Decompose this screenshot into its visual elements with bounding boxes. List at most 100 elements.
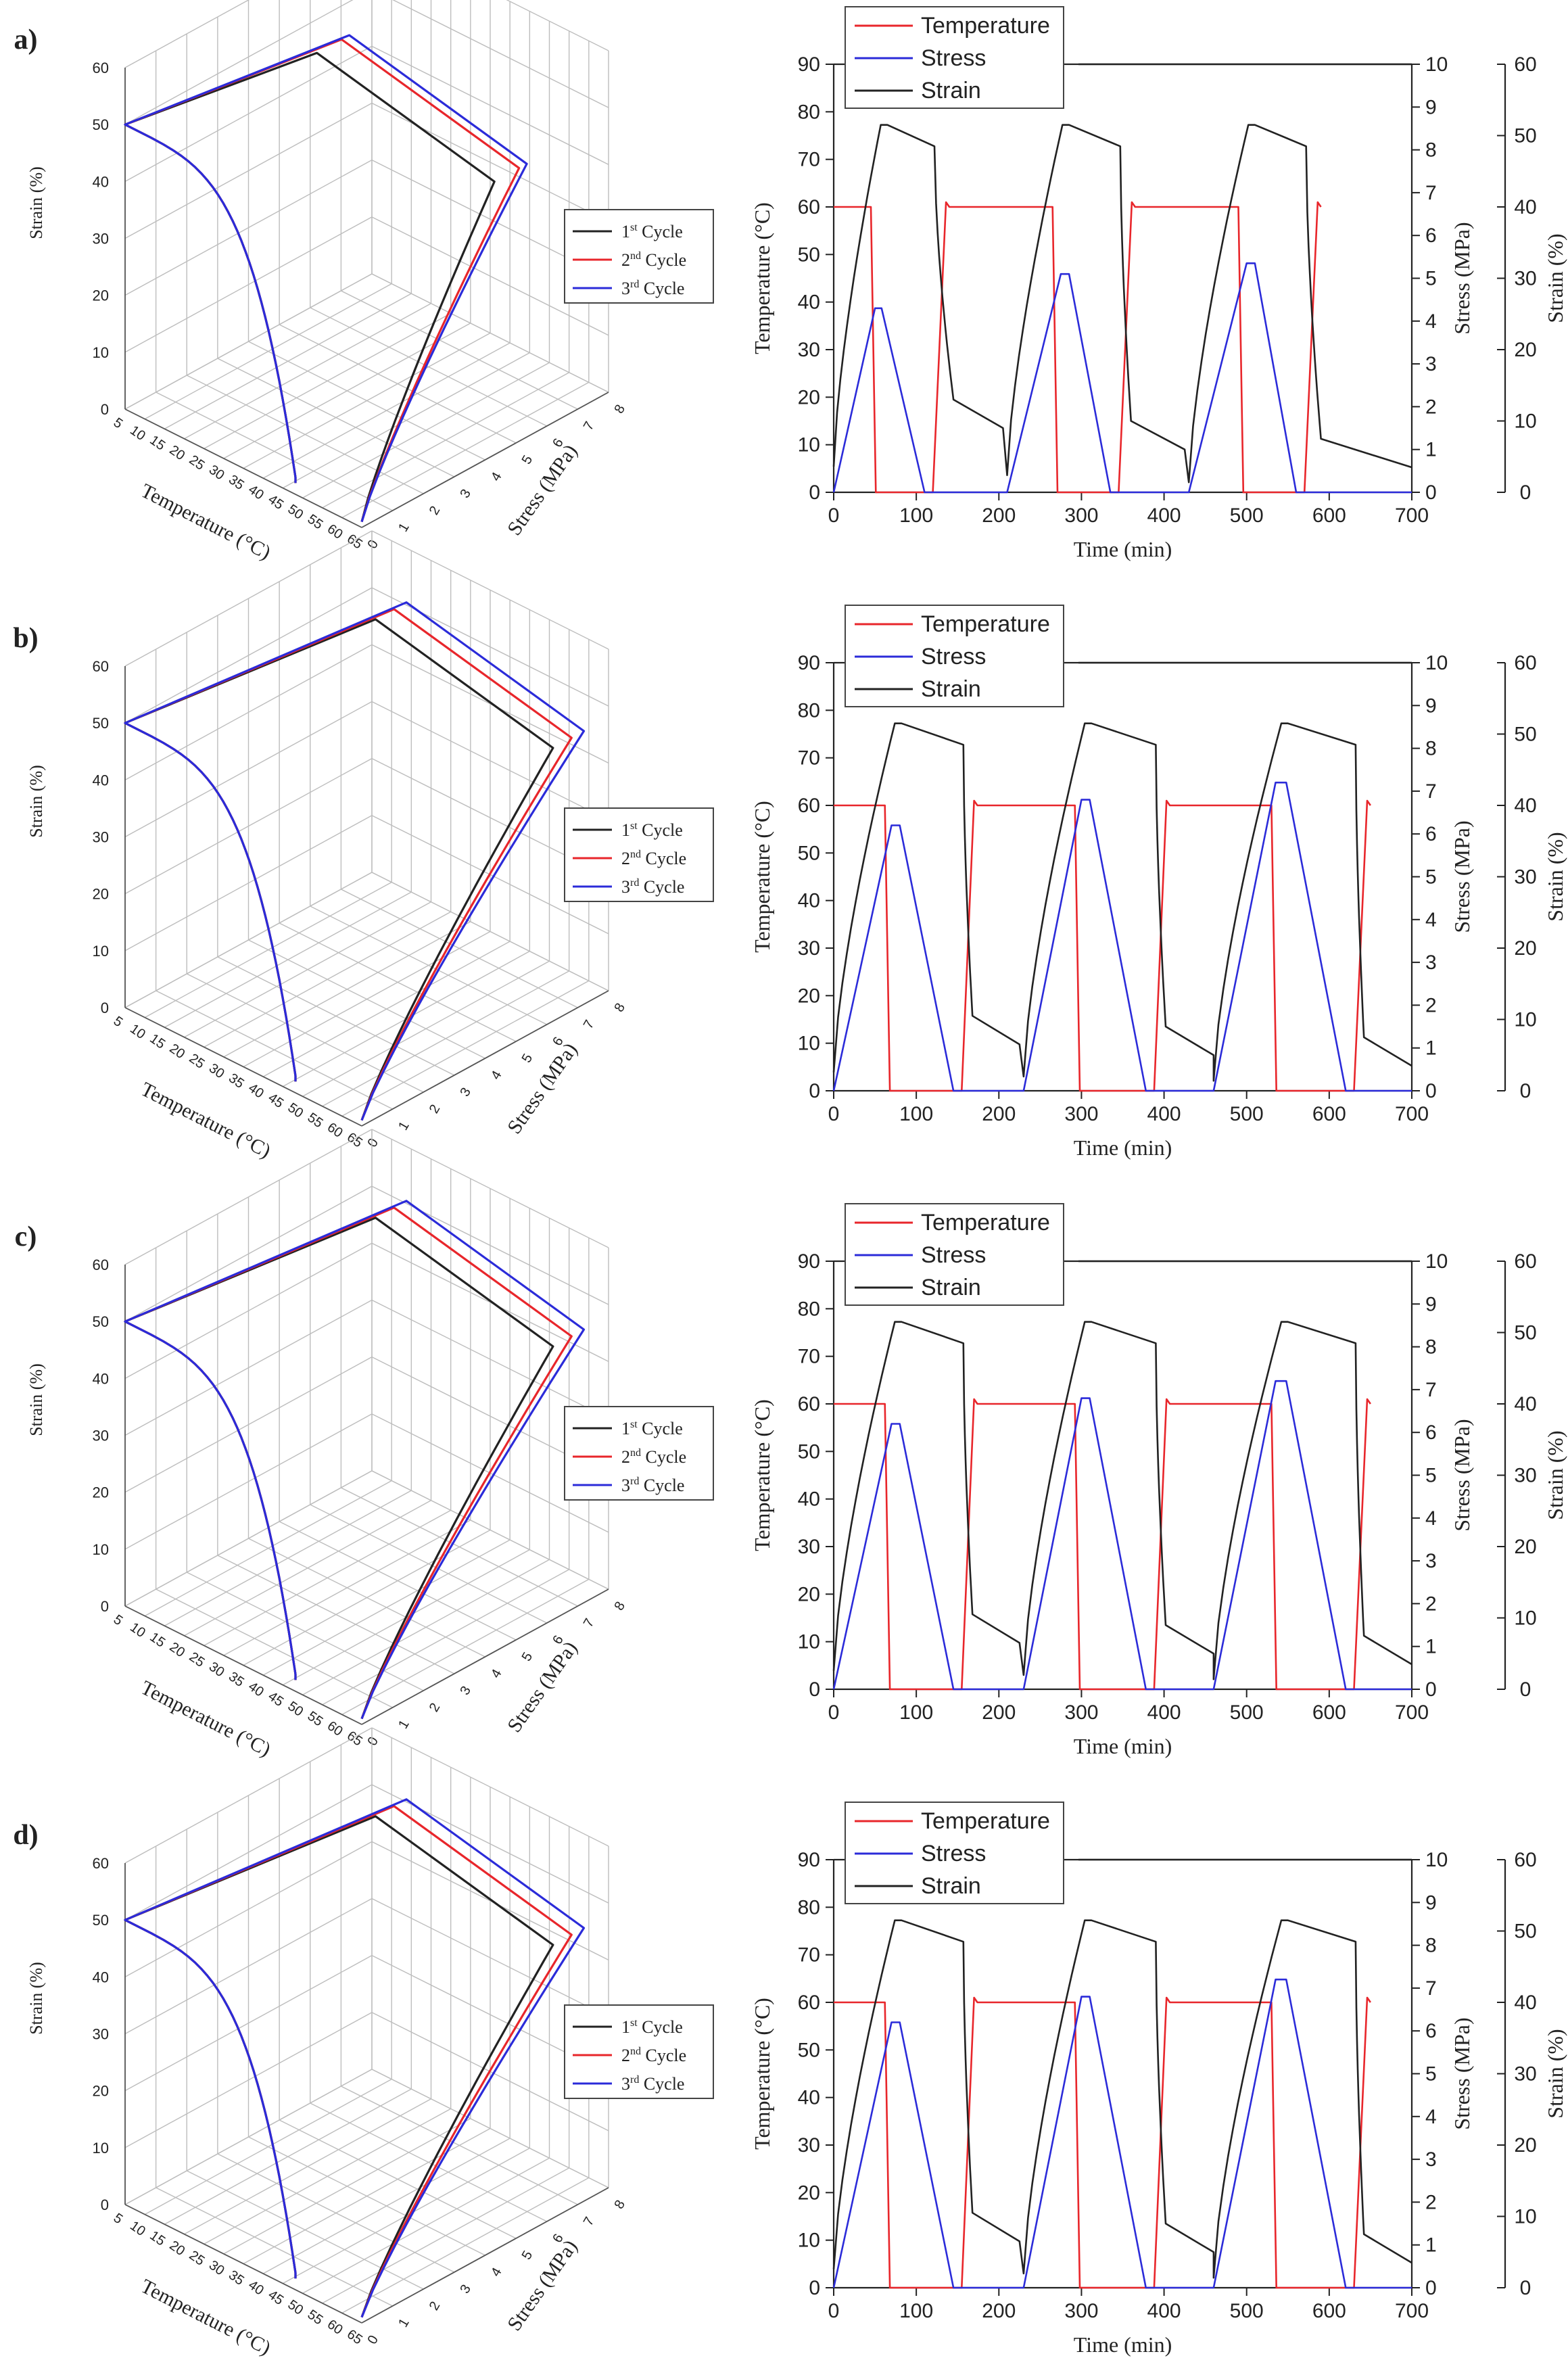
- temperature-tick-label: 90: [798, 53, 820, 76]
- panel-label: c): [15, 1221, 37, 1252]
- temperature-tick-label: 5: [111, 415, 126, 431]
- time-tick-label: 400: [1147, 2300, 1181, 2322]
- time-tick-label: 0: [828, 1701, 840, 1724]
- strain-tick-label: 30: [1514, 1465, 1536, 1487]
- wall-grid-line: [506, 0, 609, 51]
- stress-axis-line: [361, 2187, 609, 2324]
- stress-tick-label: 0: [364, 538, 381, 552]
- wall-grid-line: [371, 1470, 609, 1590]
- temperature-tick-label: 90: [798, 1250, 820, 1273]
- temperature-tick-label: 55: [305, 2307, 326, 2328]
- strain-tick-label: 10: [1514, 1009, 1536, 1031]
- time-tick-label: 100: [899, 2300, 933, 2322]
- stress-axis-label: Stress (MPa): [503, 440, 581, 540]
- stress-tick-label: 2: [1425, 994, 1437, 1016]
- time-tick-label: 600: [1312, 1701, 1346, 1724]
- temperature-tick-label: 20: [798, 985, 820, 1007]
- z-tick-label: 60: [93, 1256, 109, 1273]
- strain-line: [832, 1321, 1412, 1680]
- temperature-axis-line: [124, 408, 362, 528]
- temperature-tick-label: 30: [798, 1536, 820, 1558]
- wall-grid-line: [371, 1129, 609, 1248]
- legend-label-3: 3rd Cycle: [621, 2074, 684, 2094]
- z-tick-label: 30: [93, 231, 109, 248]
- stress-tick-label: 7: [581, 1018, 598, 1032]
- legend-label-1: 1st Cycle: [621, 222, 683, 241]
- temperature-tick-label: 20: [167, 442, 188, 463]
- temperature-tick-label: 10: [127, 1620, 148, 1641]
- floor-grid-line: [279, 1521, 517, 1641]
- wall-grid-line: [124, 1185, 373, 1322]
- temperature-tick-label: 55: [305, 512, 326, 533]
- legend-label-strain: Strain: [921, 78, 981, 103]
- floor-grid-line: [248, 1538, 485, 1657]
- stress-tick-label: 8: [1425, 1336, 1437, 1359]
- wall-grid-line: [124, 2069, 373, 2205]
- stress-tick-label: 8: [1425, 139, 1437, 162]
- temperature-tick-label: 80: [798, 101, 820, 123]
- z-tick-label: 50: [93, 116, 109, 133]
- wall-grid-line: [124, 530, 373, 667]
- wall-grid-line: [124, 1129, 373, 1265]
- time-tick-label: 300: [1064, 1701, 1098, 1724]
- cycle-3-curve: [124, 601, 586, 1121]
- stress-tick-label: 9: [1425, 1891, 1437, 1914]
- stress-tick-label: 2: [1425, 1593, 1437, 1615]
- stress-tick-label: 0: [364, 1136, 381, 1150]
- time-tick-label: 100: [899, 1103, 933, 1125]
- floor-grid-line: [217, 2153, 455, 2273]
- stress-tick-label: 7: [1425, 780, 1437, 803]
- temperature-axis-label: Temperature (°C): [750, 202, 774, 354]
- z-tick-label: 20: [93, 287, 109, 304]
- wall-grid-line: [124, 2012, 373, 2148]
- time-legend: Temperature Stress Strain: [845, 1802, 1064, 1904]
- time-tick-label: 600: [1312, 504, 1346, 527]
- floor-grid-line: [248, 341, 485, 461]
- temperature-tick-label: 45: [265, 1689, 286, 1710]
- time-axis-label: Time (min): [1074, 537, 1172, 561]
- temperature-tick-label: 50: [798, 243, 820, 266]
- wall-grid-line: [371, 1299, 609, 1419]
- legend-label-2: 2nd Cycle: [621, 849, 686, 868]
- temperature-tick-label: 15: [147, 433, 168, 454]
- stress-tick-label: 6: [1425, 2020, 1437, 2042]
- legend-label-strain: Strain: [921, 676, 981, 702]
- floor-grid-line: [156, 990, 393, 1110]
- stress-tick-label: 7: [1425, 1379, 1437, 1401]
- wall-grid-line: [124, 45, 373, 182]
- stress-tick-label: 5: [519, 453, 536, 467]
- temperature-axis-line: [124, 2204, 362, 2324]
- wall-grid-line: [371, 1727, 609, 1847]
- temperature-tick-label: 25: [187, 1649, 208, 1670]
- temperature-tick-label: 30: [206, 463, 227, 484]
- time-axis-label: Time (min): [1074, 2332, 1172, 2357]
- z-tick-label: 0: [101, 1598, 109, 1615]
- temperature-tick-label: 10: [798, 434, 820, 456]
- legend-label-3: 3rd Cycle: [621, 279, 684, 298]
- z-tick-label: 60: [93, 60, 109, 76]
- stress-tick-label: 10: [1425, 1250, 1448, 1273]
- stress-tick-label: 2: [427, 2299, 444, 2313]
- time-tick-label: 300: [1064, 1103, 1098, 1125]
- temperature-tick-label: 50: [798, 1440, 820, 1463]
- temperature-axis-label: Temperature (°C): [750, 1998, 774, 2150]
- temperature-tick-label: 20: [167, 1041, 188, 1062]
- strain-axis-label: Strain (%): [1543, 832, 1567, 921]
- z-tick-label: 0: [101, 2196, 109, 2213]
- stress-tick-label: 3: [1425, 951, 1437, 974]
- wall-grid-line: [124, 1242, 373, 1379]
- temperature-tick-label: 35: [226, 1669, 247, 1690]
- temperature-tick-label: 60: [325, 2317, 346, 2338]
- legend-label-temperature: Temperature: [921, 1808, 1050, 1834]
- temperature-tick-label: 70: [798, 149, 820, 171]
- legend-label-2: 2nd Cycle: [621, 2046, 686, 2065]
- stress-tick-label: 5: [1425, 866, 1437, 889]
- wall-grid-line: [124, 758, 373, 895]
- time-tick-label: 600: [1312, 1103, 1346, 1125]
- stress-axis-label: Stress (MPa): [1450, 2017, 1474, 2129]
- wall-grid-line: [124, 273, 373, 410]
- stress-tick-label: 1: [1425, 1636, 1437, 1658]
- stress-tick-label: 4: [488, 1068, 505, 1083]
- legend-label-temperature: Temperature: [921, 13, 1050, 39]
